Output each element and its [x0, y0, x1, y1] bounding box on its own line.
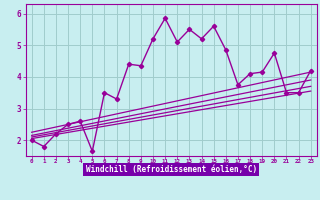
- X-axis label: Windchill (Refroidissement éolien,°C): Windchill (Refroidissement éolien,°C): [86, 165, 257, 174]
